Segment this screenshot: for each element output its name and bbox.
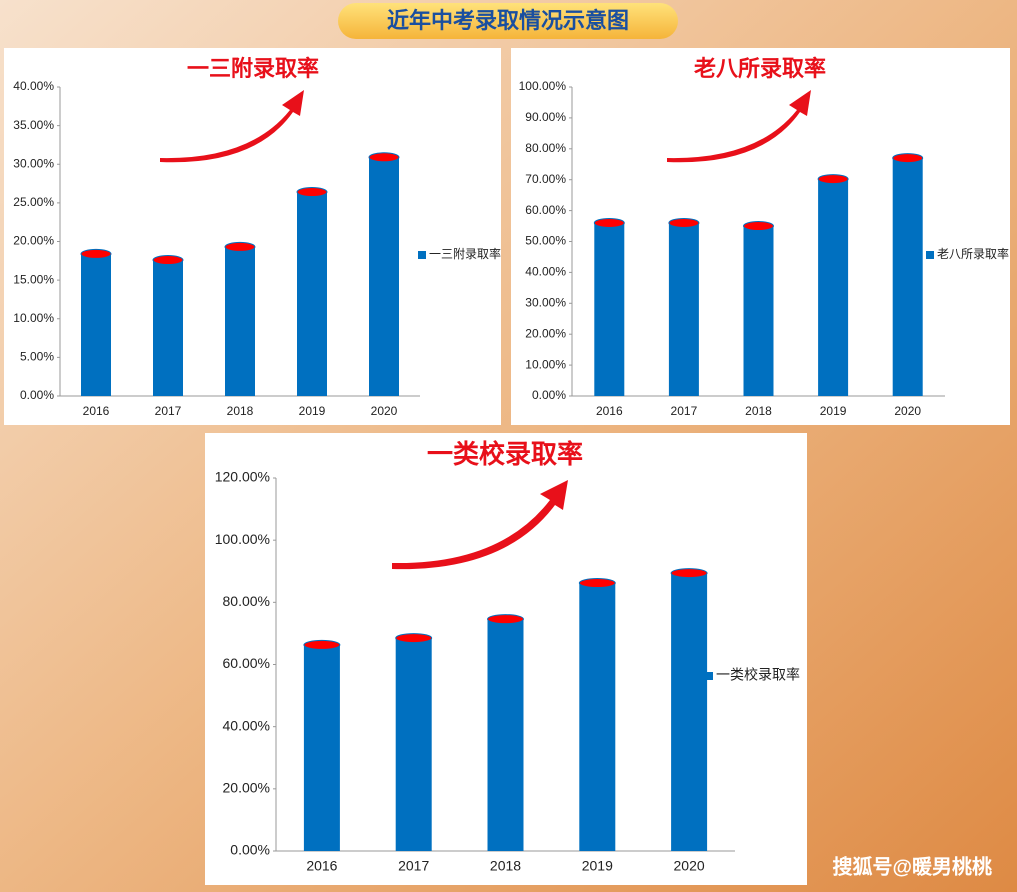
y-tick-label: 50.00%	[525, 234, 566, 248]
bar-cap	[80, 248, 112, 259]
y-tick-label: 15.00%	[13, 272, 54, 286]
bar	[153, 260, 183, 396]
x-tick-label: 2016	[83, 404, 110, 418]
bar-cap	[743, 221, 774, 232]
y-tick-label: 35.00%	[13, 118, 54, 132]
y-tick-label: 80.00%	[223, 593, 270, 609]
watermark: 搜狐号@暖男桃桃	[832, 854, 992, 878]
bar	[892, 158, 923, 396]
chart-title: 老八所录取率	[693, 56, 826, 81]
title-pill	[338, 3, 678, 39]
x-tick-label: 2019	[820, 404, 847, 418]
bar-cap	[487, 614, 524, 625]
trend-arrow	[160, 90, 304, 163]
y-tick-label: 30.00%	[13, 156, 54, 170]
y-tick-label: 10.00%	[525, 357, 566, 371]
y-tick-label: 20.00%	[525, 326, 566, 340]
chart-title: 一三附录取率	[187, 56, 319, 81]
bar	[225, 246, 255, 396]
y-tick-label: 40.00%	[525, 265, 566, 279]
page-title: 近年中考录取情况示意图	[387, 8, 629, 33]
y-tick-label: 60.00%	[223, 655, 270, 671]
bar-cap	[817, 174, 849, 185]
bar	[395, 638, 432, 851]
bar	[668, 222, 699, 396]
x-tick-label: 2016	[596, 404, 623, 418]
legend-swatch	[926, 251, 934, 259]
bar-cap	[303, 639, 341, 650]
y-tick-label: 70.00%	[525, 172, 566, 186]
bar	[487, 619, 524, 851]
y-tick-label: 120.00%	[215, 469, 270, 485]
x-tick-label: 2020	[674, 858, 705, 874]
y-tick-label: 100.00%	[215, 531, 270, 547]
legend-swatch	[705, 672, 713, 680]
bar-cap	[152, 255, 184, 266]
y-tick-label: 40.00%	[223, 717, 270, 733]
y-tick-label: 0.00%	[532, 388, 566, 402]
bar-cap	[224, 241, 256, 252]
y-tick-label: 0.00%	[20, 388, 54, 402]
x-tick-label: 2018	[490, 858, 521, 874]
bar	[369, 157, 399, 396]
bar-cap	[670, 568, 708, 579]
x-tick-label: 2017	[671, 404, 698, 418]
bar	[671, 573, 708, 851]
legend-label: 老八所录取率	[937, 246, 1009, 261]
y-tick-label: 100.00%	[519, 79, 567, 93]
bar-cap	[668, 217, 700, 228]
y-tick-label: 90.00%	[525, 110, 566, 124]
legend-label: 一三附录取率	[429, 246, 501, 261]
trend-arrow	[667, 90, 811, 163]
y-tick-label: 20.00%	[13, 234, 54, 248]
bar	[743, 226, 774, 396]
bar	[297, 192, 327, 396]
bar	[303, 644, 340, 851]
y-tick-label: 25.00%	[13, 195, 54, 209]
chart-title: 一类校录取率	[427, 439, 583, 469]
x-tick-label: 2018	[227, 404, 254, 418]
y-tick-label: 30.00%	[525, 295, 566, 309]
x-tick-label: 2019	[299, 404, 326, 418]
y-tick-label: 40.00%	[13, 79, 54, 93]
x-tick-label: 2020	[894, 404, 921, 418]
x-tick-label: 2020	[371, 404, 398, 418]
y-tick-label: 80.00%	[525, 141, 566, 155]
legend-label: 一类校录取率	[716, 667, 800, 683]
y-tick-label: 10.00%	[13, 311, 54, 325]
bar	[818, 179, 849, 396]
bar-cap	[578, 578, 616, 589]
trend-arrow	[392, 480, 568, 570]
bar-cap	[296, 187, 328, 198]
bar-cap	[368, 152, 400, 163]
x-tick-label: 2019	[582, 858, 613, 874]
legend-swatch	[418, 251, 426, 259]
x-tick-label: 2017	[398, 858, 429, 874]
y-tick-label: 20.00%	[223, 780, 270, 796]
bar-cap	[892, 153, 924, 164]
y-tick-label: 60.00%	[525, 203, 566, 217]
y-tick-label: 5.00%	[20, 350, 54, 364]
bar	[81, 253, 111, 396]
bar	[579, 583, 616, 851]
x-tick-label: 2017	[155, 404, 182, 418]
bar	[594, 222, 625, 396]
x-tick-label: 2016	[306, 858, 337, 874]
x-tick-label: 2018	[745, 404, 772, 418]
bar-cap	[395, 633, 433, 644]
y-tick-label: 0.00%	[230, 842, 270, 858]
bar-cap	[593, 217, 625, 228]
